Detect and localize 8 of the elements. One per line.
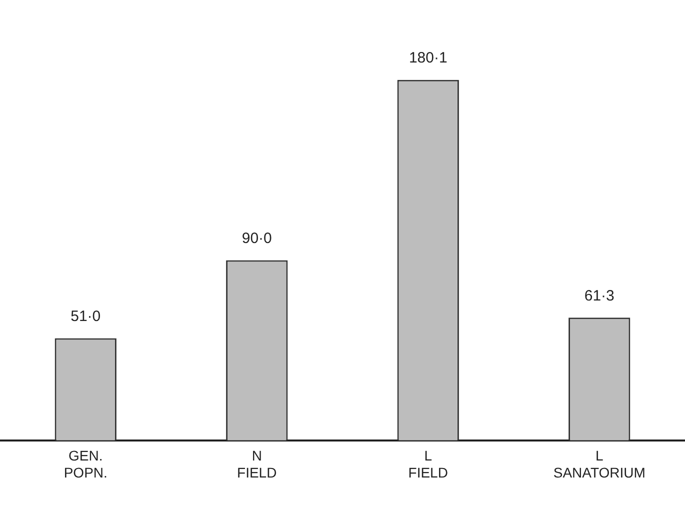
x-tick-label: N FIELD xyxy=(237,448,277,480)
data-label: 180·1 xyxy=(408,49,448,66)
data-label: 51·0 xyxy=(70,308,101,325)
x-tick-label: L SANATORIUM xyxy=(553,448,646,480)
data-label: 90·0 xyxy=(242,230,272,247)
x-tick-label: GEN. POPN. xyxy=(64,448,108,480)
data-label: 61·3 xyxy=(584,287,614,304)
x-tick-label: L FIELD xyxy=(408,448,448,480)
